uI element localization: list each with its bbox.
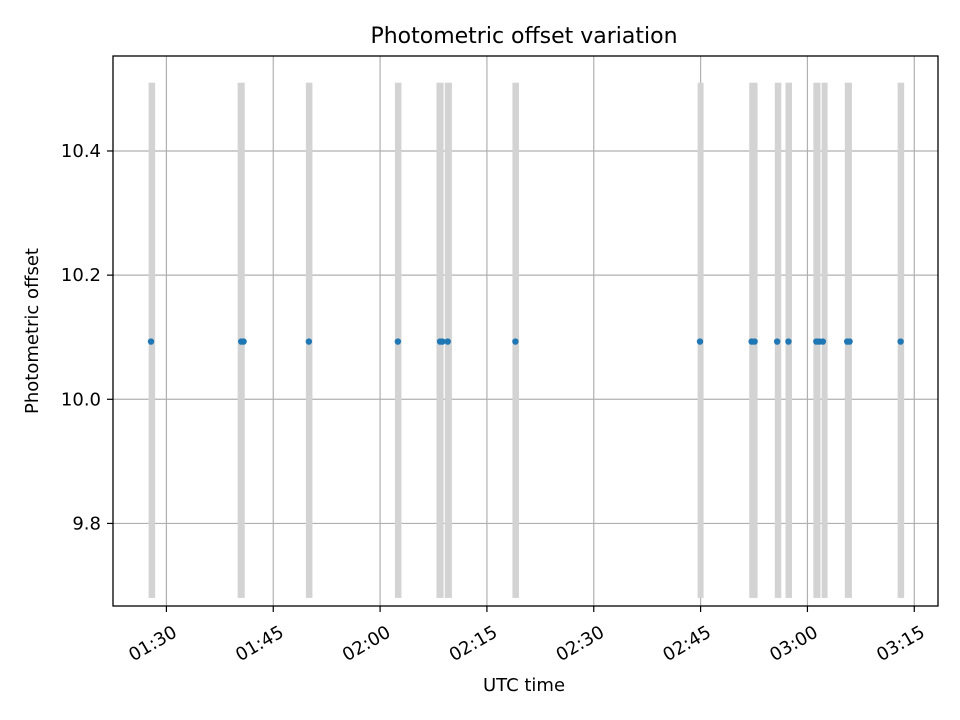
x-tick-label: 02:00 xyxy=(339,622,394,666)
x-tick-label: 01:30 xyxy=(125,622,180,666)
data-point xyxy=(773,338,781,345)
y-tick-label: 10.2 xyxy=(61,265,101,286)
y-tick-label: 10.4 xyxy=(61,141,101,162)
data-point xyxy=(439,338,446,345)
data-points xyxy=(147,338,904,345)
x-tick-label: 02:45 xyxy=(659,622,714,666)
data-point xyxy=(785,338,792,345)
data-point xyxy=(819,338,827,345)
x-tick-label: 02:30 xyxy=(553,622,608,666)
data-point xyxy=(147,338,155,345)
data-point xyxy=(305,338,313,345)
y-tick-label: 10.0 xyxy=(61,389,101,410)
y-tick-label: 9.8 xyxy=(72,513,101,534)
data-point xyxy=(444,338,451,345)
data-point xyxy=(512,338,519,345)
y-axis-label: Photometric offset xyxy=(22,248,43,414)
x-tick-label: 03:15 xyxy=(873,622,928,666)
chart-title: Photometric offset variation xyxy=(370,24,677,49)
data-point xyxy=(240,338,247,345)
data-point xyxy=(394,338,402,345)
x-tick-label: 02:15 xyxy=(446,622,501,666)
plot-frame xyxy=(112,55,939,607)
y-axis: 9.8 10.0 10.2 10.4 xyxy=(61,141,113,534)
data-point xyxy=(696,338,704,345)
data-point xyxy=(846,338,853,345)
x-axis-label: UTC time xyxy=(483,675,565,696)
x-tick-label: 01:45 xyxy=(232,622,287,666)
data-point xyxy=(897,338,904,345)
x-axis: 01:30 01:45 02:00 02:15 02:30 02:45 03:00 03:15 xyxy=(125,606,929,666)
data-point xyxy=(751,338,758,345)
x-tick-label: 03:00 xyxy=(766,622,821,666)
